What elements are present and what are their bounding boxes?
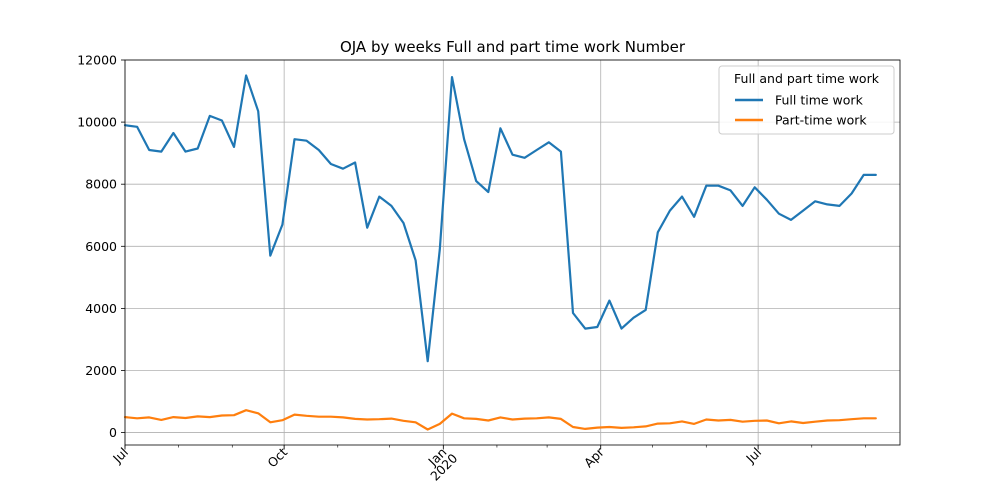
x-tick-label: Apr bbox=[581, 444, 608, 471]
series-line-part-time bbox=[123, 409, 877, 431]
x-tick-label: Jul bbox=[109, 445, 131, 467]
y-tick-label: 4000 bbox=[85, 301, 117, 316]
y-tick-label: 8000 bbox=[85, 177, 117, 192]
y-tick-label: 12000 bbox=[77, 53, 117, 68]
y-tick-label: 0 bbox=[109, 425, 117, 440]
y-tick-label: 10000 bbox=[77, 115, 117, 130]
legend: Full and part time work Full time work P… bbox=[718, 65, 895, 135]
chart-title: OJA by weeks Full and part time work Num… bbox=[340, 38, 686, 56]
x-tick-label: Jul bbox=[742, 445, 764, 467]
y-tick-label: 6000 bbox=[85, 239, 117, 254]
legend-title: Full and part time work bbox=[734, 71, 880, 86]
x-tick-label: Oct bbox=[264, 444, 290, 470]
series-line-full-time bbox=[123, 74, 877, 363]
y-axis: 0 2000 4000 6000 8000 10000 12000 bbox=[77, 53, 125, 440]
legend-label-part-time: Part-time work bbox=[775, 113, 867, 128]
legend-box bbox=[718, 65, 895, 135]
y-tick-label: 2000 bbox=[85, 363, 117, 378]
plot-frame bbox=[124, 59, 901, 446]
legend-label-full-time: Full time work bbox=[775, 93, 864, 108]
series-lines bbox=[123, 74, 877, 431]
